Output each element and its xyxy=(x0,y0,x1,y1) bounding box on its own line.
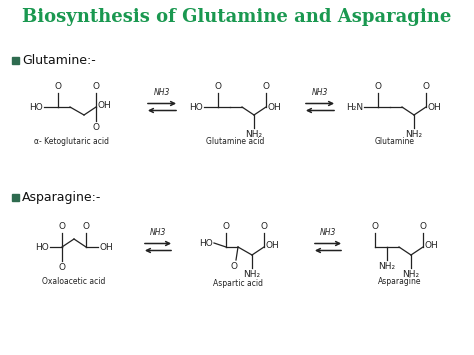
Text: O: O xyxy=(82,222,90,231)
Text: O: O xyxy=(222,222,229,231)
Text: HO: HO xyxy=(29,103,43,111)
Text: NH₂: NH₂ xyxy=(378,262,396,271)
Text: O: O xyxy=(92,82,100,91)
Text: O: O xyxy=(263,82,270,91)
Text: O: O xyxy=(92,123,100,132)
Text: OH: OH xyxy=(266,241,280,251)
Text: α- Ketoglutaric acid: α- Ketoglutaric acid xyxy=(35,137,109,146)
Text: NH3: NH3 xyxy=(150,228,166,237)
Text: NH3: NH3 xyxy=(312,88,328,97)
Text: Biosynthesis of Glutamine and Asparagine: Biosynthesis of Glutamine and Asparagine xyxy=(22,8,452,26)
Text: NH₂: NH₂ xyxy=(246,130,263,139)
Text: O: O xyxy=(215,82,221,91)
Text: Glutamine acid: Glutamine acid xyxy=(206,137,264,146)
Bar xyxy=(12,194,19,201)
Text: OH: OH xyxy=(425,241,439,251)
Text: O: O xyxy=(58,263,65,272)
Text: H₂N: H₂N xyxy=(346,103,363,111)
Text: Aspartic acid: Aspartic acid xyxy=(213,279,263,288)
Text: O: O xyxy=(422,82,429,91)
Text: O: O xyxy=(230,262,237,271)
Text: OH: OH xyxy=(100,242,114,251)
Text: O: O xyxy=(372,222,379,231)
Text: HO: HO xyxy=(199,239,213,247)
Text: OH: OH xyxy=(268,103,282,111)
Text: Glutamine:-: Glutamine:- xyxy=(22,54,96,66)
Text: Glutamine: Glutamine xyxy=(375,137,415,146)
Text: O: O xyxy=(55,82,62,91)
Text: NH₂: NH₂ xyxy=(244,270,261,279)
Text: HO: HO xyxy=(189,103,203,111)
Text: OH: OH xyxy=(98,102,112,110)
Text: Oxaloacetic acid: Oxaloacetic acid xyxy=(42,277,106,286)
Text: O: O xyxy=(58,222,65,231)
Text: O: O xyxy=(419,222,427,231)
Text: Asparagine:-: Asparagine:- xyxy=(22,191,101,203)
Bar xyxy=(12,57,19,64)
Text: NH3: NH3 xyxy=(320,228,336,237)
Text: O: O xyxy=(261,222,267,231)
Text: Asparagine: Asparagine xyxy=(378,277,422,286)
Text: OH: OH xyxy=(428,103,442,111)
Text: HO: HO xyxy=(35,242,49,251)
Text: NH₂: NH₂ xyxy=(405,130,422,139)
Text: NH3: NH3 xyxy=(154,88,170,97)
Text: NH₂: NH₂ xyxy=(402,270,419,279)
Text: O: O xyxy=(374,82,382,91)
